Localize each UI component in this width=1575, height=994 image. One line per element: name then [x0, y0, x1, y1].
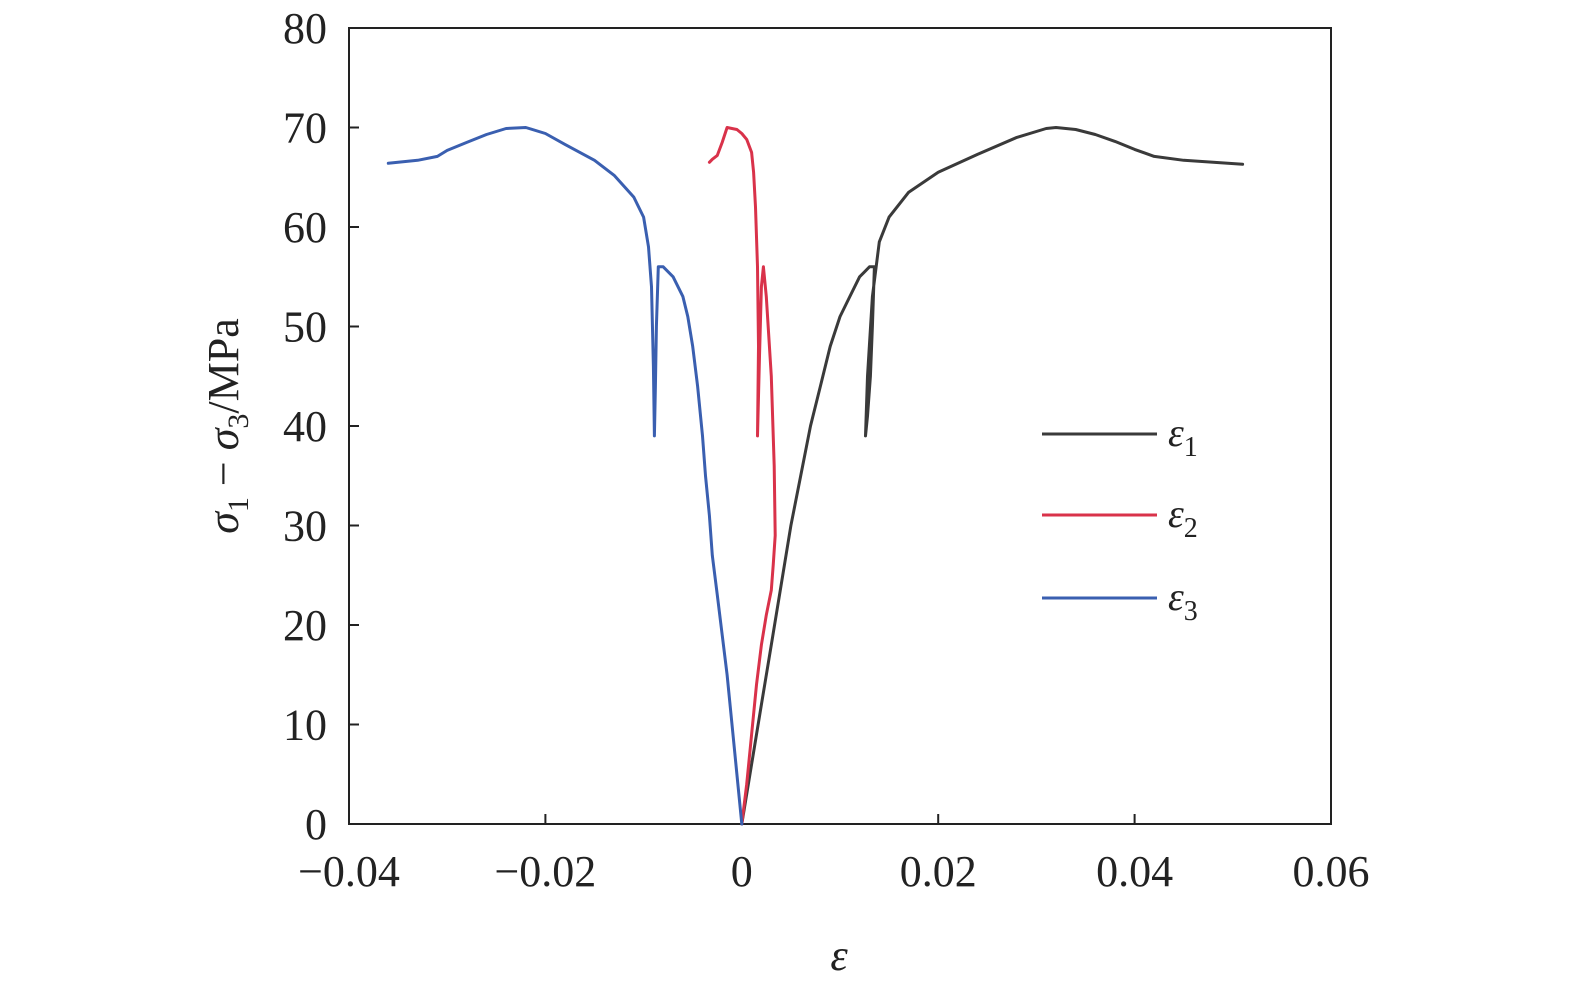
- legend-item-e1: ε1: [1042, 410, 1198, 463]
- x-tick-label: −0.04: [298, 847, 400, 896]
- legend-label-e1: ε1: [1168, 410, 1198, 463]
- x-axis-ticks: −0.04 −0.02 0 0.02 0.04 0.06: [298, 814, 1370, 896]
- series-line-e1: [740, 126, 1245, 826]
- x-tick-label: −0.02: [494, 847, 596, 896]
- x-tick-label: 0.02: [900, 847, 977, 896]
- series-layer: [386, 126, 1245, 826]
- y-tick-label: 80: [283, 4, 327, 53]
- y-tick-label: 50: [283, 303, 327, 352]
- legend-item-e2: ε2: [1042, 491, 1198, 544]
- legend-item-e3: ε3: [1042, 574, 1198, 627]
- x-tick-label: 0: [731, 847, 753, 896]
- legend: ε1 ε2 ε3: [1042, 410, 1198, 627]
- y-tick-label: 40: [283, 402, 327, 451]
- y-axis-title: σ1 − σ3/MPa: [199, 318, 255, 534]
- legend-label-e3: ε3: [1168, 574, 1198, 627]
- x-tick-label: 0.06: [1293, 847, 1370, 896]
- series-line-e2: [707, 126, 777, 826]
- y-tick-label: 10: [283, 701, 327, 750]
- series-line-e3: [386, 126, 744, 826]
- x-axis-title: ε: [830, 931, 848, 980]
- y-tick-label: 60: [283, 203, 327, 252]
- x-tick-label: 0.04: [1096, 847, 1173, 896]
- y-tick-label: 70: [283, 104, 327, 153]
- y-tick-label: 20: [283, 601, 327, 650]
- y-tick-label: 0: [305, 800, 327, 849]
- y-axis-ticks: 0 10 20 30 40 50 60 70 80: [283, 4, 359, 849]
- legend-label-e2: ε2: [1168, 491, 1198, 544]
- y-tick-label: 30: [283, 502, 327, 551]
